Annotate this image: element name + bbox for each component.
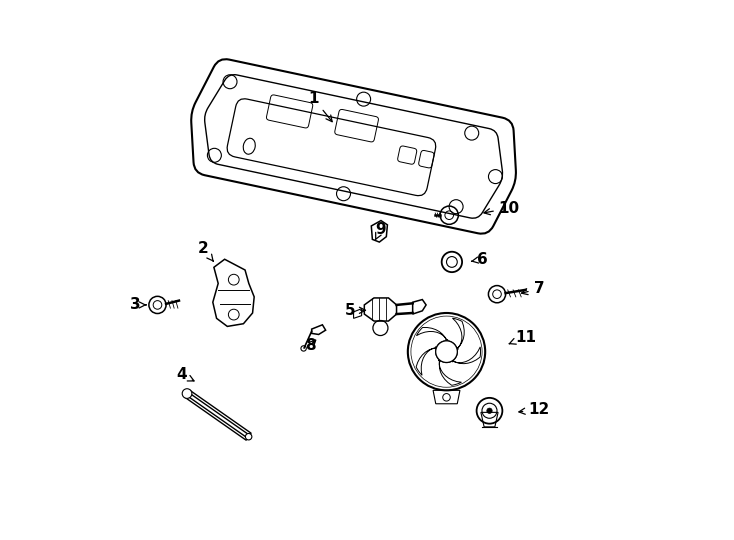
Polygon shape	[438, 360, 462, 386]
Text: 11: 11	[509, 329, 536, 345]
Circle shape	[182, 389, 192, 399]
Circle shape	[487, 408, 493, 414]
Text: 9: 9	[375, 222, 386, 240]
Polygon shape	[452, 347, 481, 363]
Text: 6: 6	[471, 252, 488, 267]
Text: 8: 8	[305, 338, 316, 353]
Text: 2: 2	[197, 241, 214, 261]
Text: 1: 1	[308, 91, 333, 122]
Polygon shape	[416, 347, 436, 375]
Circle shape	[245, 434, 252, 440]
Text: 3: 3	[130, 298, 146, 313]
Polygon shape	[452, 318, 464, 349]
Text: 4: 4	[176, 367, 194, 382]
Text: 5: 5	[344, 303, 366, 318]
Circle shape	[436, 341, 457, 362]
Polygon shape	[416, 327, 448, 340]
Text: 12: 12	[519, 402, 550, 417]
Circle shape	[436, 341, 457, 362]
Text: 10: 10	[484, 201, 520, 215]
Text: 7: 7	[521, 281, 544, 296]
